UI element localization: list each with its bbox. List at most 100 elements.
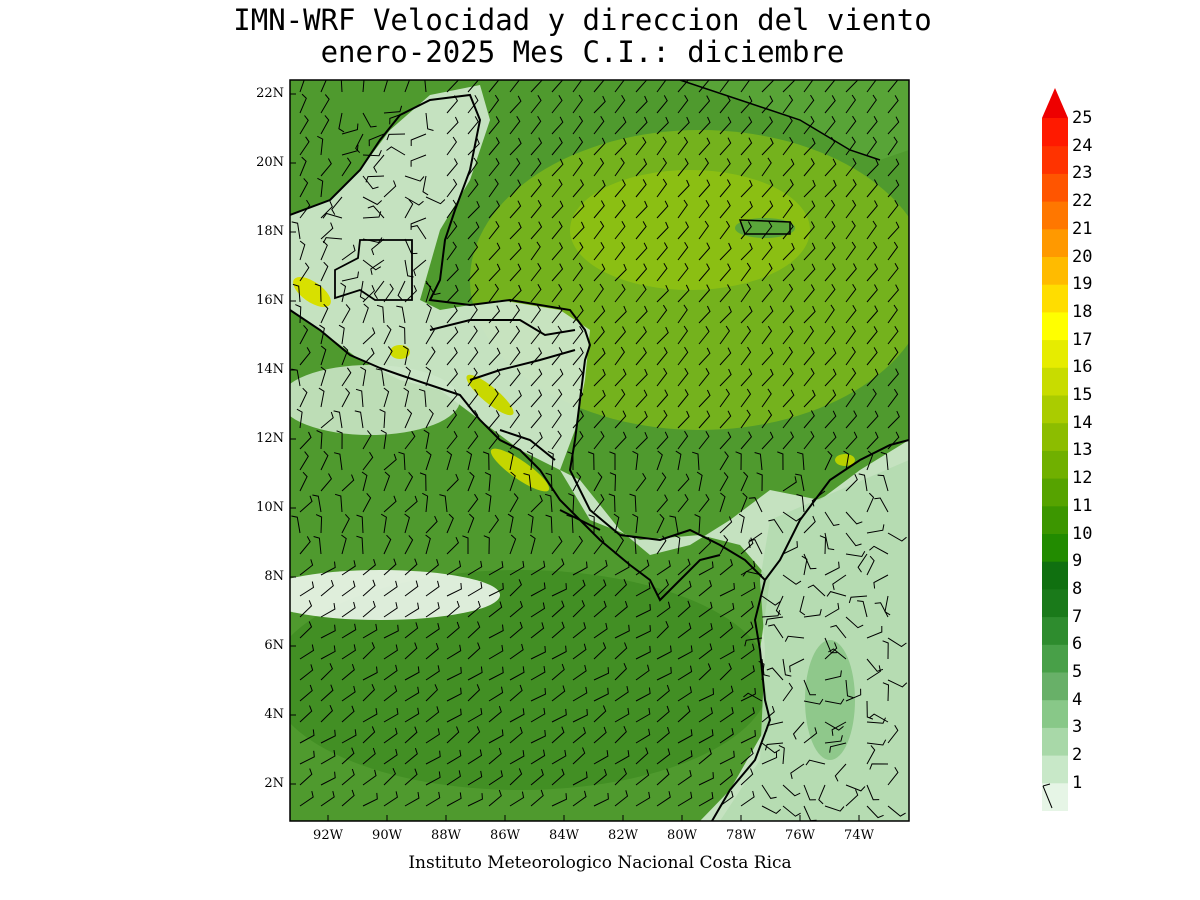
wind-barb [614,707,630,723]
wind-barb [740,346,752,366]
wind-barb [572,347,584,366]
wind-barb [467,793,483,807]
wind-barb [635,728,651,744]
wind-barb [320,222,334,240]
wind-barb [404,622,419,639]
wind-barb [782,476,797,492]
wind-barb [404,666,420,681]
wind-barb [551,793,568,807]
wind-barb [677,769,692,786]
wind-barb [843,450,850,471]
wind-barb [761,409,773,429]
wind-barb [320,684,334,702]
colorbar-label: 5 [1072,662,1083,682]
wind-barb [614,685,629,702]
wind-barb [383,346,393,366]
wind-barb [467,513,475,534]
wind-barb [593,579,607,597]
wind-barb [299,431,312,450]
wind-barb [887,158,900,177]
jet-papagayo-1 [466,374,514,416]
wind-barb [316,430,323,450]
wind-barb [593,179,606,198]
wind-barb [446,726,460,744]
wind-barb [845,220,856,240]
wind-barb [383,387,390,408]
wind-barb [509,263,522,282]
wind-barb [824,698,845,705]
wind-barb [743,692,763,702]
wind-barb [467,770,483,786]
wind-barb [824,221,836,240]
wind-barb [845,325,857,345]
wind-barb [320,771,336,786]
wind-barb [320,94,330,114]
wind-barb [777,451,784,471]
wind-barb [782,805,801,817]
wind-barb [299,495,313,513]
wind-barb [824,304,835,324]
wind-barb [488,686,504,702]
wind-barb [677,705,691,723]
wind-barb [719,516,733,534]
wind-barb [614,80,625,93]
wind-barb [545,514,553,534]
wind-barb [698,663,712,681]
colorbar-swatch [1042,672,1068,701]
wind-barb [635,410,648,429]
wind-barb [425,303,432,324]
lon-label: 80W [667,828,697,843]
wind-barb [530,582,546,597]
wind-barb [614,221,626,240]
wind-barb [635,242,648,261]
wind-barb [572,708,588,723]
wind-barb [530,284,542,303]
colorbar-label: 1 [1072,772,1083,793]
wind-barb [677,791,693,807]
wind-barb [782,541,798,555]
wind-barb [530,688,547,702]
wind-barb [698,157,710,177]
wind-barb [509,791,525,807]
wind-barb [425,622,440,639]
wind-barb [698,431,710,450]
wind-barb [803,515,816,534]
wind-barb [530,304,542,324]
wind-barb [593,410,606,429]
wind-barb [593,750,609,765]
wind-barb [698,80,710,93]
wind-barb [887,241,899,261]
wind-barb [593,389,606,408]
wind-barb [880,451,889,471]
wind-barb [488,325,500,345]
wind-barb [383,534,392,555]
wind-barb [719,116,732,135]
wind-barb [803,221,815,240]
wind-barb [404,792,420,807]
wind-barb [509,346,521,366]
wind-barb [593,559,608,576]
wind-barb [845,688,862,702]
wind-barb [740,116,753,135]
wind-barb [635,116,648,135]
wind-barb [613,513,620,534]
wind-barb [789,658,805,673]
map-title-line-1: IMN-WRF Velocidad y direccion del viento [233,3,932,37]
wind-barb [362,684,375,702]
wind-barb [719,263,732,282]
wind-barb [530,729,546,744]
wind-barb [312,494,322,513]
wind-barb [845,199,857,219]
wind-barb [320,603,336,618]
wind-barb [411,225,427,240]
wind-barb [572,200,585,219]
wind-barb [635,326,647,345]
wind-barb [677,473,690,492]
jet-papagayo-2 [490,448,550,492]
wind-barb [614,346,626,366]
wind-barb [341,580,356,597]
wind-barb [740,388,752,408]
wind-barb [677,304,688,324]
wind-barb [509,389,522,408]
wind-barb [635,664,650,681]
